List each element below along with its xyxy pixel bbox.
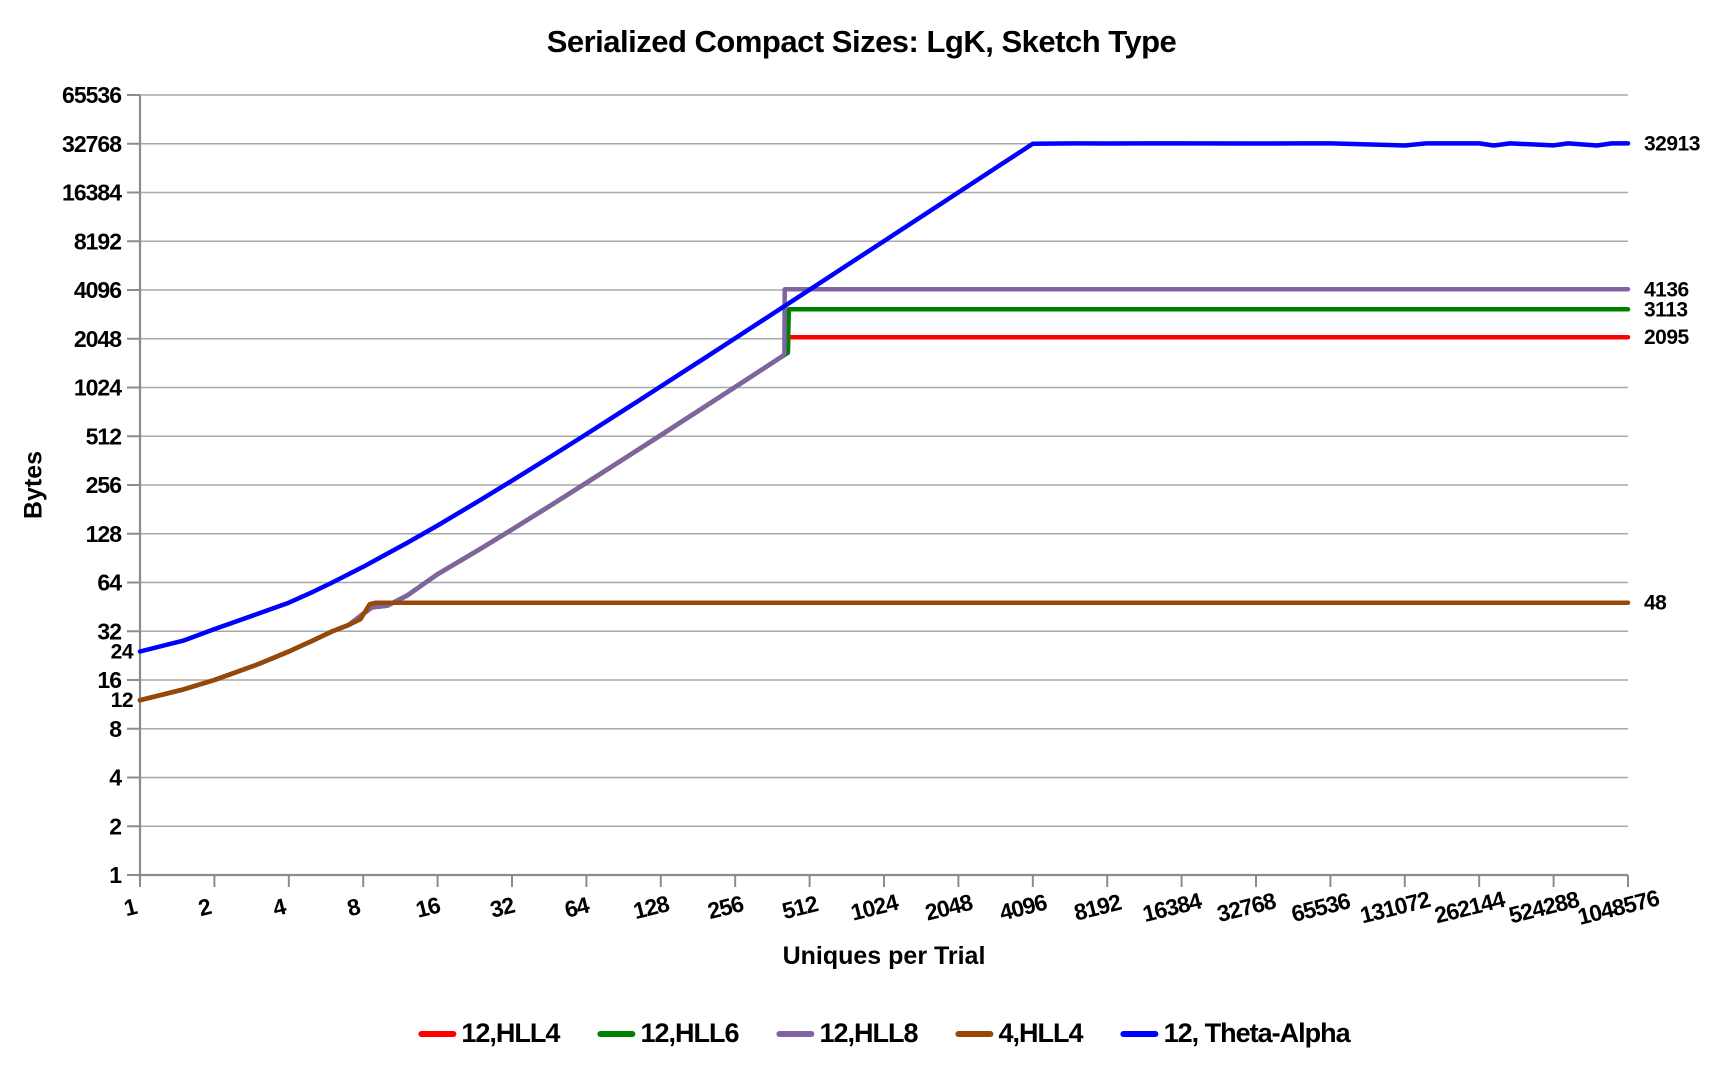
data-label-32913: 32913 xyxy=(1644,132,1700,155)
y-tick-label-1024: 1024 xyxy=(74,375,122,401)
x-tick-label-16: 16 xyxy=(413,892,442,923)
legend-item-12-hll6[interactable]: 12,HLL6 xyxy=(597,1018,739,1049)
x-tick-label-131072: 131072 xyxy=(1357,886,1432,928)
x-axis-title: Uniques per Trial xyxy=(782,942,986,970)
series-line-4-hll4 xyxy=(137,600,1631,703)
y-tick-label-4096: 4096 xyxy=(74,277,121,303)
legend-item-12-hll8[interactable]: 12,HLL8 xyxy=(776,1018,919,1049)
y-tick-label-8: 8 xyxy=(109,716,122,742)
x-tick-label-1024: 1024 xyxy=(848,889,901,926)
legend-label-4-hll4: 4,HLL4 xyxy=(998,1018,1084,1048)
x-tick-label-1048576: 1048576 xyxy=(1575,885,1662,930)
y-tick-label-16384: 16384 xyxy=(62,180,122,206)
y-tick-label-2: 2 xyxy=(109,813,121,839)
series-line-12-hll8 xyxy=(137,287,1631,703)
data-label-12: 12 xyxy=(111,689,133,712)
y-tick-label-64: 64 xyxy=(97,570,122,596)
x-tick-label-8192: 8192 xyxy=(1071,889,1123,926)
x-tick-label-4: 4 xyxy=(270,893,289,921)
y-tick-label-128: 128 xyxy=(86,521,123,547)
data-label-48: 48 xyxy=(1644,592,1667,615)
legend-swatch-12-hll8 xyxy=(776,1030,815,1037)
y-tick-label-2048: 2048 xyxy=(74,326,122,352)
series-line-12-hll4 xyxy=(137,334,1631,703)
x-tick-label-256: 256 xyxy=(705,890,746,924)
y-tick-label-65536: 65536 xyxy=(62,82,121,108)
legend-item-4-hll4[interactable]: 4,HLL4 xyxy=(955,1018,1084,1049)
x-tick-label-1: 1 xyxy=(121,893,140,921)
legend-item-12-theta-alpha[interactable]: 12, Theta-Alpha xyxy=(1120,1018,1351,1049)
legend-swatch-12-theta-alpha xyxy=(1120,1030,1159,1037)
series-line-12-hll6 xyxy=(137,307,1631,703)
y-tick-label-16: 16 xyxy=(97,667,121,693)
y-tick-label-4: 4 xyxy=(109,765,122,791)
y-tick-label-32768: 32768 xyxy=(62,131,122,157)
x-tick-label-4096: 4096 xyxy=(997,889,1049,926)
data-label-2095: 2095 xyxy=(1644,326,1690,349)
legend-label-12-hll4: 12,HLL4 xyxy=(461,1018,560,1048)
x-tick-label-2: 2 xyxy=(196,893,214,921)
x-tick-label-16384: 16384 xyxy=(1140,887,1205,927)
x-tick-label-32: 32 xyxy=(487,892,516,923)
x-tick-label-262144: 262144 xyxy=(1432,886,1508,929)
series-line-12-theta-alpha xyxy=(137,141,1631,654)
legend: 12,HLL4 12,HLL6 12,HLL8 4,HLL4 12, Theta-Alp… xyxy=(418,1018,1351,1049)
legend-swatch-12-hll6 xyxy=(597,1030,636,1037)
x-tick-label-524288: 524288 xyxy=(1506,886,1582,929)
x-tick-label-2048: 2048 xyxy=(922,889,975,926)
y-tick-label-256: 256 xyxy=(86,472,122,498)
legend-label-12-hll6: 12,HLL6 xyxy=(640,1018,739,1048)
legend-label-12-hll8: 12,HLL8 xyxy=(819,1018,918,1048)
y-tick-label-32: 32 xyxy=(97,618,121,644)
x-tick-label-8: 8 xyxy=(344,893,363,921)
x-tick-label-64: 64 xyxy=(562,891,592,922)
x-tick-label-32768: 32768 xyxy=(1214,887,1279,927)
y-tick-label-8192: 8192 xyxy=(74,228,121,254)
data-label-3113: 3113 xyxy=(1644,298,1688,321)
legend-swatch-4-hll4 xyxy=(955,1030,994,1037)
x-tick-label-512: 512 xyxy=(779,890,820,924)
y-tick-label-1: 1 xyxy=(109,862,122,888)
y-tick-label-512: 512 xyxy=(86,423,122,449)
x-tick-label-65536: 65536 xyxy=(1289,887,1353,927)
legend-swatch-12-hll4 xyxy=(418,1030,457,1037)
chart-title: Serialized Compact Sizes: LgK, Sketch Ty… xyxy=(546,24,1177,59)
data-label-24: 24 xyxy=(111,640,134,663)
x-tick-label-128: 128 xyxy=(631,890,673,924)
legend-item-12-hll4[interactable]: 12,HLL4 xyxy=(418,1018,560,1049)
data-label-4136: 4136 xyxy=(1644,278,1689,301)
legend-label-12-theta-alpha: 12, Theta-Alpha xyxy=(1163,1018,1351,1048)
